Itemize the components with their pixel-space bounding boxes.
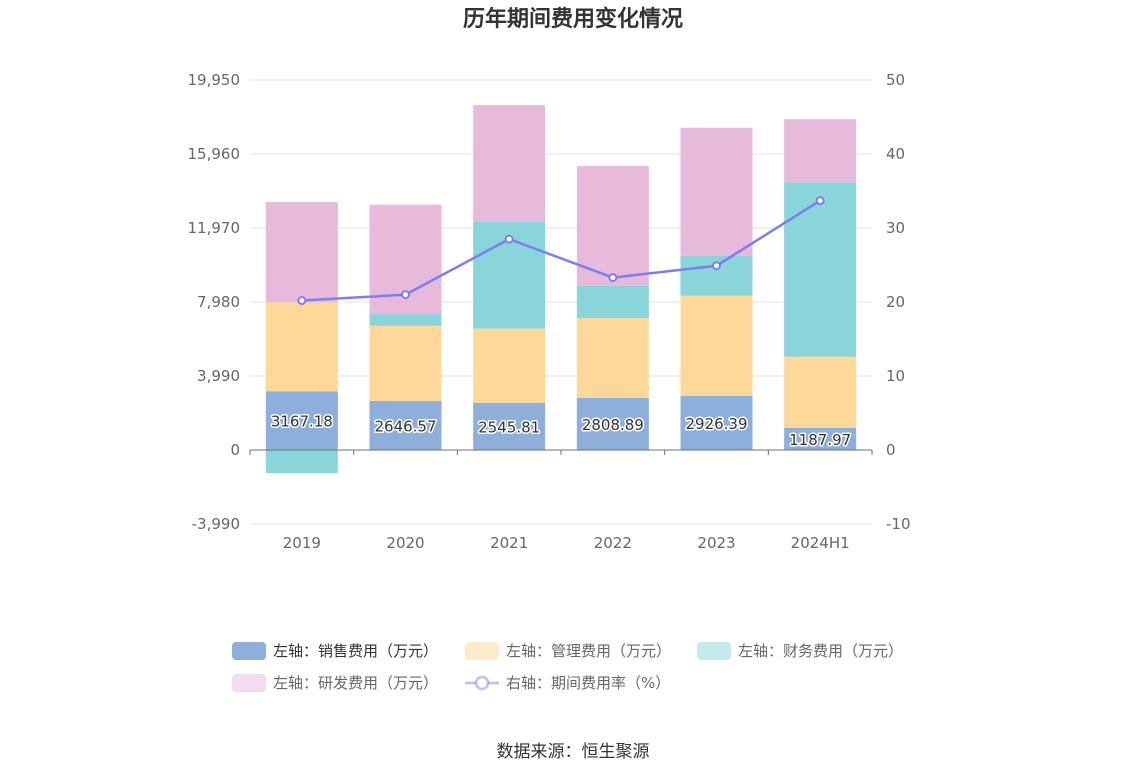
sales-data-label: 1187.97 bbox=[789, 431, 851, 449]
x-tick-label: 2024H1 bbox=[791, 534, 850, 552]
left-tick-label: 0 bbox=[230, 441, 240, 459]
rate-point-0[interactable] bbox=[297, 296, 307, 306]
data-labels: 3167.18 2646.57 2545.81 2808.89 2926.39 1187.… bbox=[269, 411, 852, 450]
legend-label: 左轴：销售费用（万元） bbox=[273, 642, 438, 660]
left-tick-label: 11,970 bbox=[188, 219, 241, 237]
rate-point-4[interactable] bbox=[712, 261, 721, 271]
left-axis: 19,950 15,960 11,970 7,980 3,990 0 -3,990 bbox=[188, 71, 241, 533]
left-tick-label: 15,960 bbox=[188, 145, 241, 163]
bar-segment-s3-3[interactable] bbox=[576, 166, 649, 286]
right-tick-label: 50 bbox=[886, 71, 905, 89]
bar-segment-s1-4[interactable] bbox=[680, 295, 753, 396]
bar-segment-s2-5[interactable] bbox=[784, 182, 857, 357]
sales-data-label: 2926.39 bbox=[685, 415, 747, 433]
bar-segment-s2-3[interactable] bbox=[576, 285, 649, 319]
legend-swatch bbox=[697, 642, 731, 660]
legend-item-1[interactable]: 左轴：管理费用（万元） bbox=[465, 642, 671, 660]
legend-swatch bbox=[232, 674, 266, 692]
bar-segment-s3-4[interactable] bbox=[680, 127, 753, 256]
bar-segment-s2-1[interactable] bbox=[369, 314, 442, 326]
bar-segment-s3-5[interactable] bbox=[784, 119, 857, 183]
right-tick-label: 40 bbox=[886, 145, 905, 163]
legend-label: 左轴：管理费用（万元） bbox=[506, 642, 671, 660]
bar-segment-s1-0[interactable] bbox=[265, 302, 338, 392]
bar-segment-s1-2[interactable] bbox=[473, 328, 546, 403]
bar-segment-s0-5[interactable] bbox=[784, 427, 857, 450]
right-tick-label: 10 bbox=[886, 367, 905, 385]
legend[interactable]: 左轴：销售费用（万元） 左轴：管理费用（万元） 左轴：财务费用（万元） 左轴：研发费用… bbox=[232, 642, 903, 692]
legend-item-2[interactable]: 左轴：财务费用（万元） bbox=[697, 642, 903, 660]
bar-segment-s0-3[interactable] bbox=[576, 397, 649, 450]
legend-item-3[interactable]: 左轴：研发费用（万元） bbox=[232, 674, 438, 692]
bar-segment-s0-2[interactable] bbox=[473, 402, 546, 450]
sales-data-label: 2646.57 bbox=[374, 417, 436, 435]
chart-title: 历年期间费用变化情况 bbox=[463, 6, 683, 32]
rate-point-2[interactable] bbox=[504, 234, 514, 244]
x-tick-label: 2019 bbox=[283, 534, 321, 552]
bar-segment-s1-3[interactable] bbox=[576, 318, 649, 398]
legend-marker bbox=[474, 675, 490, 691]
bar-segment-s1-5[interactable] bbox=[784, 356, 857, 428]
bar-segment-s0-4[interactable] bbox=[680, 395, 753, 450]
bar-segment-s3-2[interactable] bbox=[473, 105, 546, 222]
bar-segment-s3-0[interactable] bbox=[265, 202, 338, 303]
legend-label: 右轴：期间费用率（%） bbox=[506, 674, 670, 692]
right-tick-label: -10 bbox=[886, 515, 911, 533]
x-tick-label: 2020 bbox=[386, 534, 424, 552]
rate-line bbox=[297, 196, 825, 306]
left-tick-label: 3,990 bbox=[197, 367, 240, 385]
bar-segment-s0-0[interactable] bbox=[265, 391, 338, 450]
rate-point-3[interactable] bbox=[608, 273, 618, 283]
legend-item-4[interactable]: 右轴：期间费用率（%） bbox=[465, 674, 670, 692]
legend-swatch bbox=[232, 642, 266, 660]
right-tick-label: 20 bbox=[886, 293, 905, 311]
bar-segment-s0-1[interactable] bbox=[369, 400, 442, 450]
x-tick-label: 2022 bbox=[594, 534, 632, 552]
bars bbox=[265, 105, 857, 474]
left-tick-label: 19,950 bbox=[188, 71, 241, 89]
left-tick-label: 7,980 bbox=[197, 293, 240, 311]
rate-point-5[interactable] bbox=[815, 196, 825, 206]
bar-segment-s1-1[interactable] bbox=[369, 325, 442, 401]
x-axis: 2019 2020 2021 2022 2023 2024H1 bbox=[249, 449, 873, 552]
bar-segment-s2-0[interactable] bbox=[265, 450, 338, 474]
sales-data-label: 2545.81 bbox=[478, 418, 540, 436]
rate-line-path bbox=[301, 199, 821, 302]
x-tick-label: 2023 bbox=[697, 534, 735, 552]
legend-label: 左轴：财务费用（万元） bbox=[738, 642, 903, 660]
x-tick-label: 2021 bbox=[490, 534, 528, 552]
right-tick-label: 30 bbox=[886, 219, 905, 237]
right-axis: 50 40 30 20 10 0 -10 bbox=[886, 71, 911, 533]
legend-label: 左轴：研发费用（万元） bbox=[273, 674, 438, 692]
source-note: 数据来源：恒生聚源 bbox=[497, 742, 650, 762]
legend-swatch bbox=[465, 642, 499, 660]
right-tick-label: 0 bbox=[886, 441, 896, 459]
sales-data-label: 2808.89 bbox=[582, 416, 644, 434]
sales-data-label: 3167.18 bbox=[271, 413, 333, 431]
legend-item-0[interactable]: 左轴：销售费用（万元） bbox=[232, 642, 438, 660]
left-tick-label: -3,990 bbox=[192, 515, 240, 533]
grid bbox=[250, 79, 872, 525]
rate-point-1[interactable] bbox=[401, 290, 410, 300]
